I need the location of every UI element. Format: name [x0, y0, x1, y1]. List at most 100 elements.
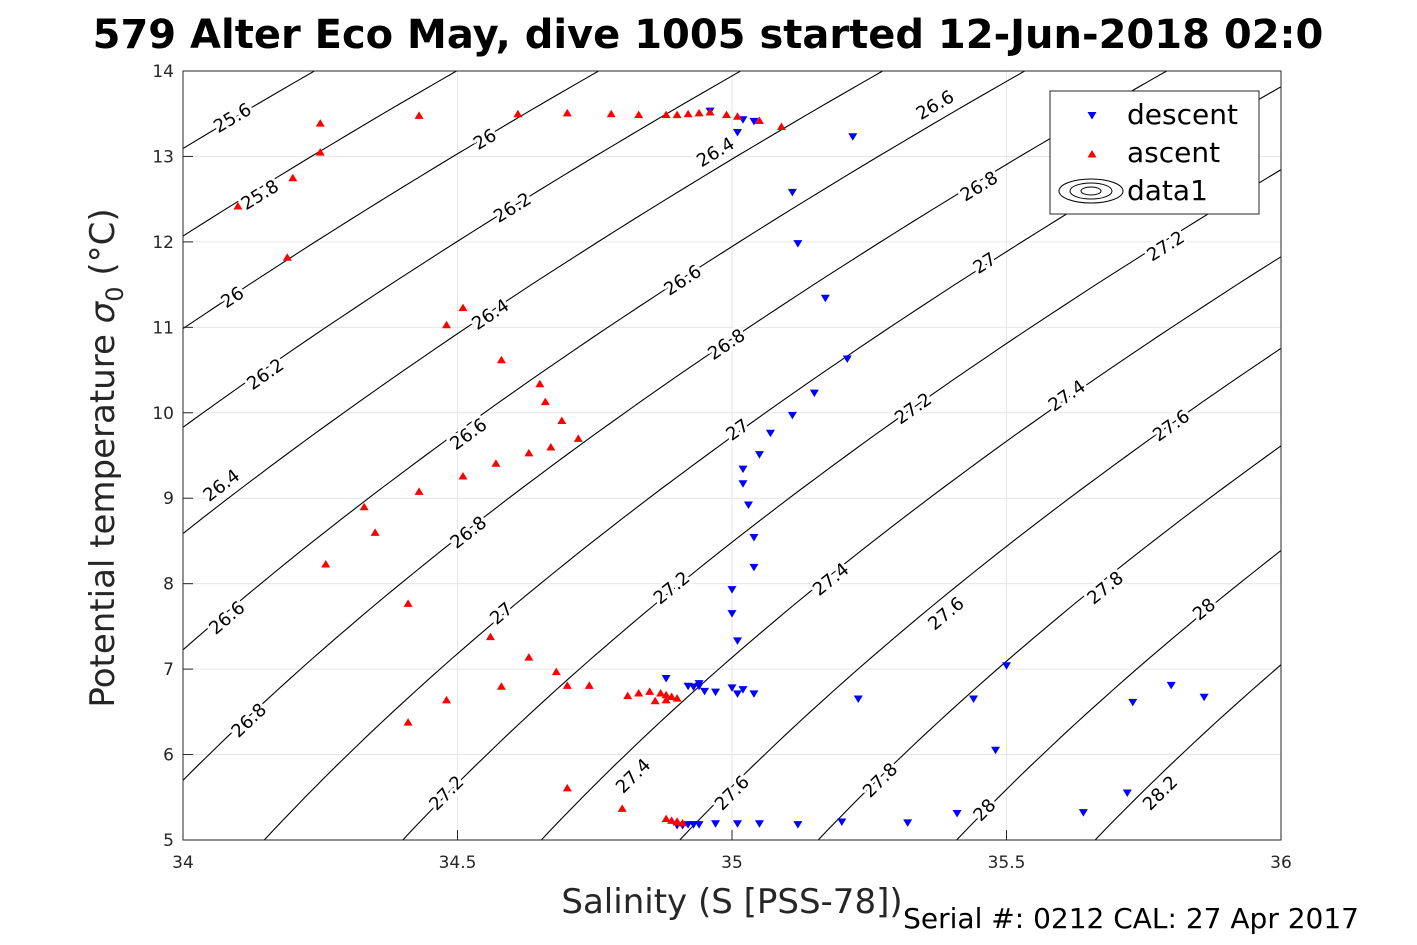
y-axis-label-subscript: 0	[101, 286, 129, 301]
legend-marker-data1	[1058, 178, 1124, 204]
legend-label-descent: descent	[1127, 98, 1238, 131]
x-tick-label-3: 35.5	[988, 853, 1026, 873]
ascent-point-14	[776, 122, 786, 131]
y-axis-ticks: 5 6 7 8 9 10 11 12 13 14	[152, 62, 193, 851]
ascent-point-49	[650, 696, 660, 705]
y-tick-label-1: 6	[163, 746, 174, 766]
descent-point-13	[738, 465, 748, 474]
descent-point-34	[683, 682, 693, 691]
descent-point-35	[694, 680, 704, 688]
y-axis-label-main: Potential temperature	[83, 323, 123, 707]
ascent-point-26	[546, 442, 556, 451]
descent-point-24	[1128, 698, 1138, 707]
contour-line-27.6	[679, 347, 1281, 840]
descent-point-30	[727, 684, 737, 692]
x-axis-label: Salinity (S [PSS-78])	[561, 882, 902, 922]
descent-point-31	[711, 688, 721, 697]
x-tick-label-0: 34	[172, 853, 194, 873]
contour-line-26.8	[183, 71, 1168, 782]
y-tick-label-6: 11	[152, 318, 174, 338]
descent-point-26	[853, 695, 863, 704]
ascent-point-30	[414, 487, 424, 495]
descent-point-38	[991, 746, 1001, 755]
descent-point-47	[711, 820, 721, 828]
descent-point-5	[787, 188, 797, 197]
ascent-point-47	[672, 694, 682, 702]
ascent-point-12	[732, 112, 742, 120]
descent-point-16	[749, 534, 759, 542]
descent-point-21	[1002, 662, 1011, 670]
contour-line-27.2	[402, 169, 1281, 840]
y-axis-label-unit: (°C)	[83, 208, 123, 286]
x-tick-label-1: 34.5	[439, 853, 477, 873]
ascent-point-55	[667, 816, 677, 824]
ascent-point-2	[513, 109, 523, 118]
ascent-point-58	[678, 818, 688, 827]
ascent-point-16	[288, 173, 298, 182]
ascent-point-43	[645, 687, 655, 695]
y-axis-label-symbol: σ	[83, 300, 123, 323]
descent-point-41	[952, 810, 962, 818]
contour-line-28.2	[1094, 664, 1281, 840]
x-tick-label-2: 35	[721, 853, 743, 873]
legend-label-data1: data1	[1127, 174, 1208, 207]
ascent-point-53	[617, 804, 627, 812]
ascent-point-39	[584, 681, 594, 689]
y-tick-label-9: 14	[152, 62, 174, 82]
descent-point-3	[732, 129, 742, 137]
contour-line-26	[183, 71, 600, 330]
ascent-point-45	[661, 690, 671, 699]
ascent-point-21	[496, 355, 506, 364]
ascent-point-11	[722, 110, 732, 119]
descent-point-27	[749, 690, 759, 698]
data-points	[233, 107, 1209, 830]
ascent-point-23	[540, 397, 550, 406]
contour-line-27.4	[540, 256, 1281, 840]
ascent-point-32	[370, 528, 380, 536]
descent-point-4	[848, 133, 858, 141]
ascent-point-42	[634, 689, 644, 697]
ascent-point-37	[551, 667, 561, 676]
legend: descent ascent data1	[1049, 90, 1260, 215]
ascent-point-20	[442, 320, 452, 329]
ascent-point-4	[606, 109, 616, 118]
ascent-point-1	[414, 111, 424, 119]
legend-box	[1049, 90, 1260, 215]
descent-point-9	[809, 389, 819, 398]
ascent-point-0	[315, 119, 325, 127]
ascent-point-25	[573, 434, 583, 442]
descent-point-42	[903, 819, 913, 827]
serial-cal-info: Serial #: 0212 CAL: 27 Apr 2017	[903, 902, 1359, 935]
ascent-point-6	[661, 110, 671, 119]
descent-point-20	[732, 637, 742, 645]
descent-point-45	[754, 820, 764, 828]
ascent-point-57	[672, 818, 682, 826]
y-tick-label-4: 9	[163, 489, 174, 509]
ascent-point-50	[442, 695, 452, 704]
ascent-point-38	[562, 681, 572, 689]
ascent-point-28	[491, 459, 501, 467]
descent-point-8	[842, 355, 852, 363]
ascent-point-29	[458, 472, 468, 480]
descent-point-36	[700, 687, 710, 696]
descent-point-10	[787, 411, 797, 420]
ascent-point-13	[754, 116, 764, 125]
ascent-point-35	[485, 632, 495, 641]
y-tick-label-3: 8	[163, 575, 174, 595]
y-axis-label: Potential temperature σ0 (°C)	[83, 208, 129, 707]
ascent-point-7	[672, 110, 682, 119]
ascent-point-24	[557, 416, 567, 424]
y-tick-label-5: 10	[152, 404, 174, 424]
descent-point-7	[820, 294, 830, 303]
descent-point-14	[738, 480, 748, 488]
descent-point-18	[727, 586, 737, 594]
ascent-point-5	[634, 110, 644, 119]
descent-point-2	[749, 117, 759, 126]
ascent-point-40	[496, 682, 506, 690]
ascent-point-48	[661, 695, 671, 704]
ascent-point-9	[694, 108, 704, 117]
descent-point-33	[689, 683, 699, 692]
descent-point-6	[793, 240, 803, 248]
contour-line-27.8	[817, 445, 1281, 840]
